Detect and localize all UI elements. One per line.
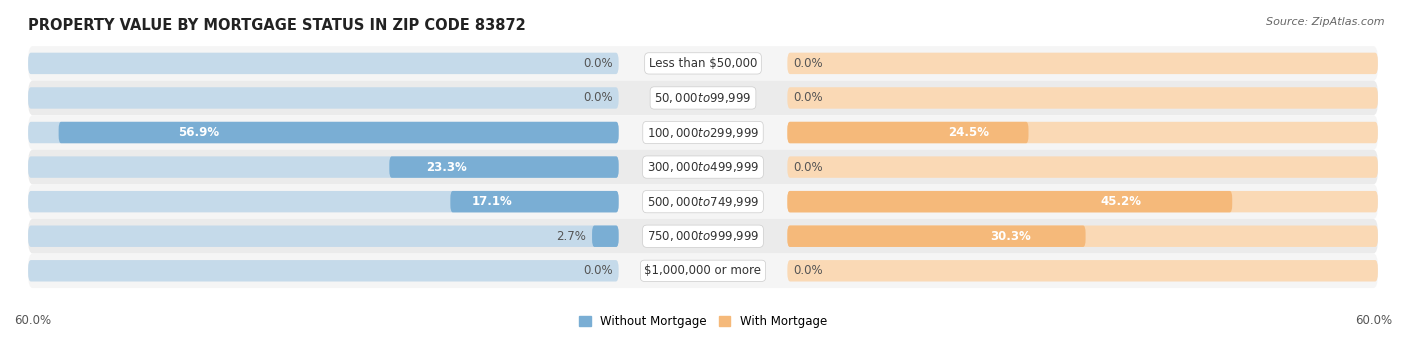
FancyBboxPatch shape bbox=[59, 122, 619, 143]
Text: 45.2%: 45.2% bbox=[1101, 195, 1142, 208]
FancyBboxPatch shape bbox=[28, 115, 1378, 150]
Legend: Without Mortgage, With Mortgage: Without Mortgage, With Mortgage bbox=[574, 310, 832, 333]
FancyBboxPatch shape bbox=[28, 53, 619, 74]
FancyBboxPatch shape bbox=[28, 122, 619, 143]
FancyBboxPatch shape bbox=[28, 184, 1378, 219]
FancyBboxPatch shape bbox=[787, 122, 1029, 143]
FancyBboxPatch shape bbox=[450, 191, 619, 212]
FancyBboxPatch shape bbox=[787, 191, 1378, 212]
Text: 0.0%: 0.0% bbox=[583, 91, 613, 104]
FancyBboxPatch shape bbox=[389, 157, 619, 178]
FancyBboxPatch shape bbox=[28, 219, 1378, 253]
FancyBboxPatch shape bbox=[28, 225, 619, 247]
Text: 0.0%: 0.0% bbox=[793, 264, 823, 277]
FancyBboxPatch shape bbox=[28, 253, 1378, 288]
FancyBboxPatch shape bbox=[28, 260, 619, 282]
Text: $1,000,000 or more: $1,000,000 or more bbox=[644, 264, 762, 277]
Text: PROPERTY VALUE BY MORTGAGE STATUS IN ZIP CODE 83872: PROPERTY VALUE BY MORTGAGE STATUS IN ZIP… bbox=[28, 18, 526, 33]
FancyBboxPatch shape bbox=[787, 225, 1085, 247]
FancyBboxPatch shape bbox=[28, 150, 1378, 184]
Text: Less than $50,000: Less than $50,000 bbox=[648, 57, 758, 70]
FancyBboxPatch shape bbox=[787, 191, 1232, 212]
Text: 56.9%: 56.9% bbox=[179, 126, 219, 139]
Text: $100,000 to $299,999: $100,000 to $299,999 bbox=[647, 125, 759, 139]
Text: 0.0%: 0.0% bbox=[793, 57, 823, 70]
Text: 0.0%: 0.0% bbox=[793, 91, 823, 104]
FancyBboxPatch shape bbox=[787, 260, 1378, 282]
Text: $300,000 to $499,999: $300,000 to $499,999 bbox=[647, 160, 759, 174]
Text: 17.1%: 17.1% bbox=[472, 195, 513, 208]
Text: 24.5%: 24.5% bbox=[948, 126, 988, 139]
Text: $500,000 to $749,999: $500,000 to $749,999 bbox=[647, 195, 759, 209]
Text: $750,000 to $999,999: $750,000 to $999,999 bbox=[647, 229, 759, 243]
Text: 0.0%: 0.0% bbox=[793, 161, 823, 174]
Text: 0.0%: 0.0% bbox=[583, 264, 613, 277]
FancyBboxPatch shape bbox=[787, 225, 1378, 247]
FancyBboxPatch shape bbox=[28, 81, 1378, 115]
FancyBboxPatch shape bbox=[28, 87, 619, 109]
FancyBboxPatch shape bbox=[787, 53, 1378, 74]
FancyBboxPatch shape bbox=[592, 225, 619, 247]
Text: $50,000 to $99,999: $50,000 to $99,999 bbox=[654, 91, 752, 105]
FancyBboxPatch shape bbox=[787, 87, 1378, 109]
FancyBboxPatch shape bbox=[787, 122, 1378, 143]
FancyBboxPatch shape bbox=[28, 191, 619, 212]
Text: 0.0%: 0.0% bbox=[583, 57, 613, 70]
FancyBboxPatch shape bbox=[28, 46, 1378, 81]
Text: Source: ZipAtlas.com: Source: ZipAtlas.com bbox=[1267, 17, 1385, 27]
FancyBboxPatch shape bbox=[28, 157, 619, 178]
Text: 60.0%: 60.0% bbox=[14, 314, 51, 327]
Text: 23.3%: 23.3% bbox=[426, 161, 467, 174]
Text: 60.0%: 60.0% bbox=[1355, 314, 1392, 327]
FancyBboxPatch shape bbox=[787, 157, 1378, 178]
Text: 30.3%: 30.3% bbox=[991, 230, 1032, 243]
Text: 2.7%: 2.7% bbox=[557, 230, 586, 243]
